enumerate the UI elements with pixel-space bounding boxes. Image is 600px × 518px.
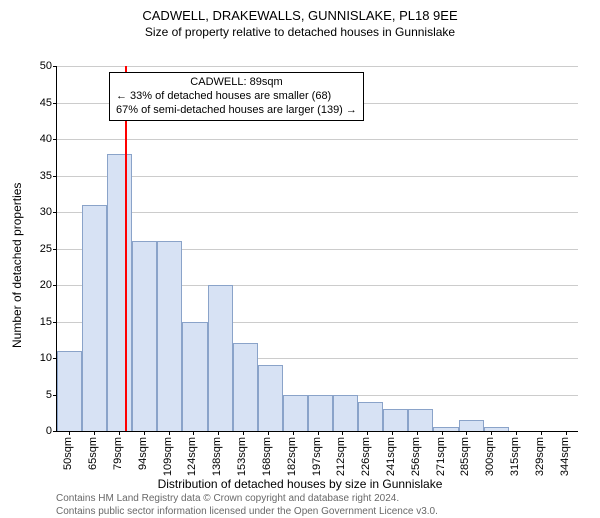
xtick-label: 300sqm (484, 437, 496, 476)
bar (358, 402, 383, 431)
xtick-label: 256sqm (410, 437, 422, 476)
ytick-label: 20 (30, 279, 52, 291)
annotation-line3: 67% of semi-detached houses are larger (… (116, 104, 357, 118)
xtick-label: 65sqm (87, 437, 99, 470)
ytick-label: 0 (30, 425, 52, 437)
xtick-label: 329sqm (534, 437, 546, 476)
y-axis-label: Number of detached properties (10, 183, 24, 348)
bar (57, 351, 82, 431)
xtick-label: 315sqm (509, 437, 521, 476)
xtick-label: 138sqm (211, 437, 223, 476)
bar (484, 427, 509, 431)
ytick-label: 10 (30, 352, 52, 364)
xtick-label: 271sqm (435, 437, 447, 476)
ytick-label: 45 (30, 97, 52, 109)
bar (283, 395, 308, 432)
bar (408, 409, 433, 431)
xtick-label: 124sqm (186, 437, 198, 476)
bar (157, 241, 182, 431)
xtick-label: 153sqm (236, 437, 248, 476)
xtick-label: 285sqm (459, 437, 471, 476)
footer-line1: Contains HM Land Registry data © Crown c… (56, 493, 438, 506)
bar (459, 420, 484, 431)
xtick-label: 79sqm (112, 437, 124, 470)
ytick-label: 25 (30, 243, 52, 255)
chart-area: CADWELL: 89sqm ← 33% of detached houses … (56, 66, 578, 432)
xtick-label: 344sqm (559, 437, 571, 476)
xtick-label: 197sqm (311, 437, 323, 476)
bar (258, 365, 283, 431)
xtick-label: 50sqm (62, 437, 74, 470)
xtick-label: 168sqm (261, 437, 273, 476)
ytick-label: 15 (30, 316, 52, 328)
plot-region: CADWELL: 89sqm ← 33% of detached houses … (56, 66, 578, 432)
footer-credits: Contains HM Land Registry data © Crown c… (56, 493, 438, 518)
ytick-label: 30 (30, 206, 52, 218)
chart-title: CADWELL, DRAKEWALLS, GUNNISLAKE, PL18 9E… (0, 8, 600, 23)
bar (233, 343, 258, 431)
xtick-label: 94sqm (137, 437, 149, 470)
ytick-label: 35 (30, 170, 52, 182)
bar (383, 409, 408, 431)
bar (107, 154, 132, 431)
bar (433, 427, 458, 431)
xtick-label: 109sqm (162, 437, 174, 476)
xtick-label: 226sqm (360, 437, 372, 476)
bar (132, 241, 157, 431)
xtick-label: 182sqm (286, 437, 298, 476)
bar (333, 395, 358, 432)
annotation-line2: ← 33% of detached houses are smaller (68… (116, 90, 357, 104)
ytick-label: 5 (30, 389, 52, 401)
x-axis-label: Distribution of detached houses by size … (0, 477, 600, 491)
chart-subtitle: Size of property relative to detached ho… (0, 25, 600, 39)
bar (82, 205, 107, 431)
bar (182, 322, 207, 432)
footer-line2: Contains public sector information licen… (56, 506, 438, 518)
bar (208, 285, 233, 431)
annotation-box: CADWELL: 89sqm ← 33% of detached houses … (109, 72, 364, 121)
ytick-label: 40 (30, 133, 52, 145)
xtick-label: 212sqm (335, 437, 347, 476)
ytick-label: 50 (30, 60, 52, 72)
xtick-label: 241sqm (385, 437, 397, 476)
annotation-line1: CADWELL: 89sqm (116, 76, 357, 90)
bar (308, 395, 333, 432)
